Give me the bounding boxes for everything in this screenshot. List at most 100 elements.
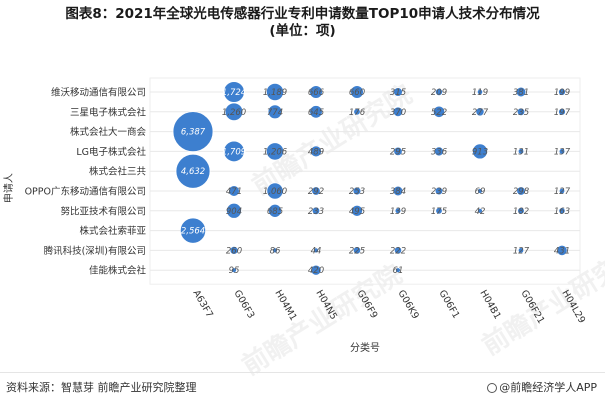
bubble-value-label: 381 bbox=[513, 88, 529, 98]
bubble bbox=[475, 107, 485, 117]
bubble-value-label: 370 bbox=[390, 108, 406, 118]
bubble-value-label: 44 bbox=[311, 246, 322, 256]
bubble bbox=[393, 246, 403, 255]
bubble-value-label: 660 bbox=[349, 88, 365, 98]
chart-title-line2: (单位：项) bbox=[269, 23, 336, 39]
bubble bbox=[558, 107, 566, 116]
bubble-value-label: 235 bbox=[513, 108, 529, 118]
bubble-value-label: 645 bbox=[308, 108, 324, 118]
y-tick-label: 腾讯科技(深圳)有限公司 bbox=[44, 245, 146, 257]
x-tick-label: A63F7 bbox=[190, 288, 215, 320]
x-tick-label: G06F21 bbox=[518, 288, 546, 326]
y-tick-label: OPPO广东移动通信有限公司 bbox=[25, 186, 146, 198]
bubble bbox=[434, 87, 444, 97]
bubble bbox=[395, 267, 401, 274]
bubble bbox=[472, 143, 488, 160]
bubble-value-label: 1,260 bbox=[222, 108, 246, 118]
plot-area bbox=[149, 77, 581, 285]
bubble bbox=[517, 148, 525, 155]
bubble bbox=[311, 206, 321, 216]
bubble bbox=[352, 246, 362, 255]
bubble bbox=[175, 153, 211, 189]
x-tick-label: H04N5 bbox=[313, 288, 339, 322]
bubble-value-label: 384 bbox=[390, 187, 406, 197]
bubble-value-label: 139 bbox=[390, 207, 406, 217]
y-tick-label: 努比亚技术有限公司 bbox=[60, 205, 146, 217]
bubble bbox=[179, 217, 207, 244]
bubble bbox=[313, 247, 319, 254]
bubble-value-label: 86 bbox=[270, 246, 281, 256]
bubble bbox=[265, 142, 285, 161]
bubble-value-label: 239 bbox=[431, 187, 447, 197]
x-tick-label: G06F9 bbox=[354, 288, 379, 320]
bubble bbox=[393, 87, 403, 97]
bubble-value-label: 175 bbox=[431, 207, 447, 217]
bubble bbox=[516, 107, 526, 117]
bubble-value-label: 431 bbox=[554, 246, 570, 256]
bubble bbox=[272, 247, 278, 254]
bubble-value-label: 127 bbox=[554, 187, 571, 197]
chart-title-line1: 图表8：2021年全球光电传感器行业专利申请数量TOP10申请人技术分布情况 bbox=[65, 6, 540, 22]
bubble-value-label: 182 bbox=[513, 207, 529, 217]
x-tick-label: H04L29 bbox=[559, 288, 587, 325]
x-axis-title: 分类号 bbox=[350, 341, 380, 354]
bubble-value-label: 176 bbox=[349, 108, 366, 118]
bubble bbox=[228, 185, 240, 197]
bubble-value-label: 420 bbox=[308, 266, 324, 276]
bubble bbox=[434, 186, 444, 196]
y-tick-label: 佳能株式会社 bbox=[89, 265, 147, 277]
brand-text: @前瞻经济学人APP bbox=[499, 381, 597, 394]
bubble bbox=[172, 111, 214, 153]
y-tick-label: 株式会社三共 bbox=[89, 166, 147, 178]
bubble-value-label: 1,709 bbox=[222, 147, 246, 157]
bubble bbox=[309, 85, 323, 99]
bubble bbox=[223, 81, 245, 103]
bubble bbox=[311, 186, 321, 196]
bubble-value-label: 315 bbox=[390, 88, 406, 98]
bubble-value-label: 4,632 bbox=[181, 167, 205, 177]
bubble-value-label: 131 bbox=[513, 147, 529, 157]
bubble-value-label: 913 bbox=[472, 147, 488, 157]
bubble-value-label: 163 bbox=[554, 207, 570, 217]
bubble bbox=[394, 207, 402, 215]
bubble-value-label: 253 bbox=[349, 187, 365, 197]
brand-credit: @前瞻经济学人APP bbox=[487, 379, 597, 395]
bubble-value-label: 298 bbox=[513, 187, 530, 197]
bubble bbox=[435, 207, 443, 215]
bubble bbox=[224, 102, 244, 122]
bubble-value-label: 471 bbox=[226, 187, 242, 197]
y-tick-label: 株式会社大一商会 bbox=[70, 126, 147, 138]
bubble bbox=[265, 82, 285, 102]
bubble bbox=[392, 106, 404, 118]
bubble-value-label: 1,724 bbox=[222, 88, 246, 98]
bubble bbox=[434, 146, 444, 157]
y-tick-label: LG电子株式会社 bbox=[76, 146, 146, 158]
bubble-value-label: 61 bbox=[393, 266, 404, 276]
bubble bbox=[558, 187, 566, 195]
bubble bbox=[517, 207, 525, 215]
bubble bbox=[517, 247, 525, 254]
bubble-value-label: 1,060 bbox=[263, 187, 287, 197]
bubble bbox=[267, 104, 283, 120]
bubble-value-label: 209 bbox=[431, 88, 447, 98]
chart-title: 图表8：2021年全球光电传感器行业专利申请数量TOP10申请人技术分布情况 (… bbox=[0, 6, 605, 40]
brand-logo-icon bbox=[487, 383, 498, 393]
bubble-value-label: 295 bbox=[390, 147, 406, 157]
y-tick-label: 维沃移动通信有限公司 bbox=[51, 87, 146, 99]
bubble-value-label: 197 bbox=[554, 108, 571, 118]
bubble-value-label: 495 bbox=[349, 207, 365, 217]
bubble bbox=[432, 105, 446, 118]
bubble bbox=[310, 264, 322, 276]
bubble bbox=[226, 202, 242, 219]
bubble bbox=[556, 244, 568, 256]
bubble bbox=[392, 185, 404, 197]
source-note: 资料来源：智慧芽 前瞻产业研究院整理 bbox=[6, 381, 197, 394]
y-axis-title: 申请人 bbox=[2, 173, 15, 203]
bubble-value-label: 69 bbox=[475, 187, 486, 197]
bubble bbox=[268, 203, 282, 218]
bubble-value-label: 42 bbox=[475, 207, 486, 217]
bubble-value-label: 774 bbox=[267, 108, 283, 118]
bubble bbox=[223, 140, 245, 163]
bubble bbox=[351, 204, 363, 217]
bubble bbox=[558, 207, 566, 215]
